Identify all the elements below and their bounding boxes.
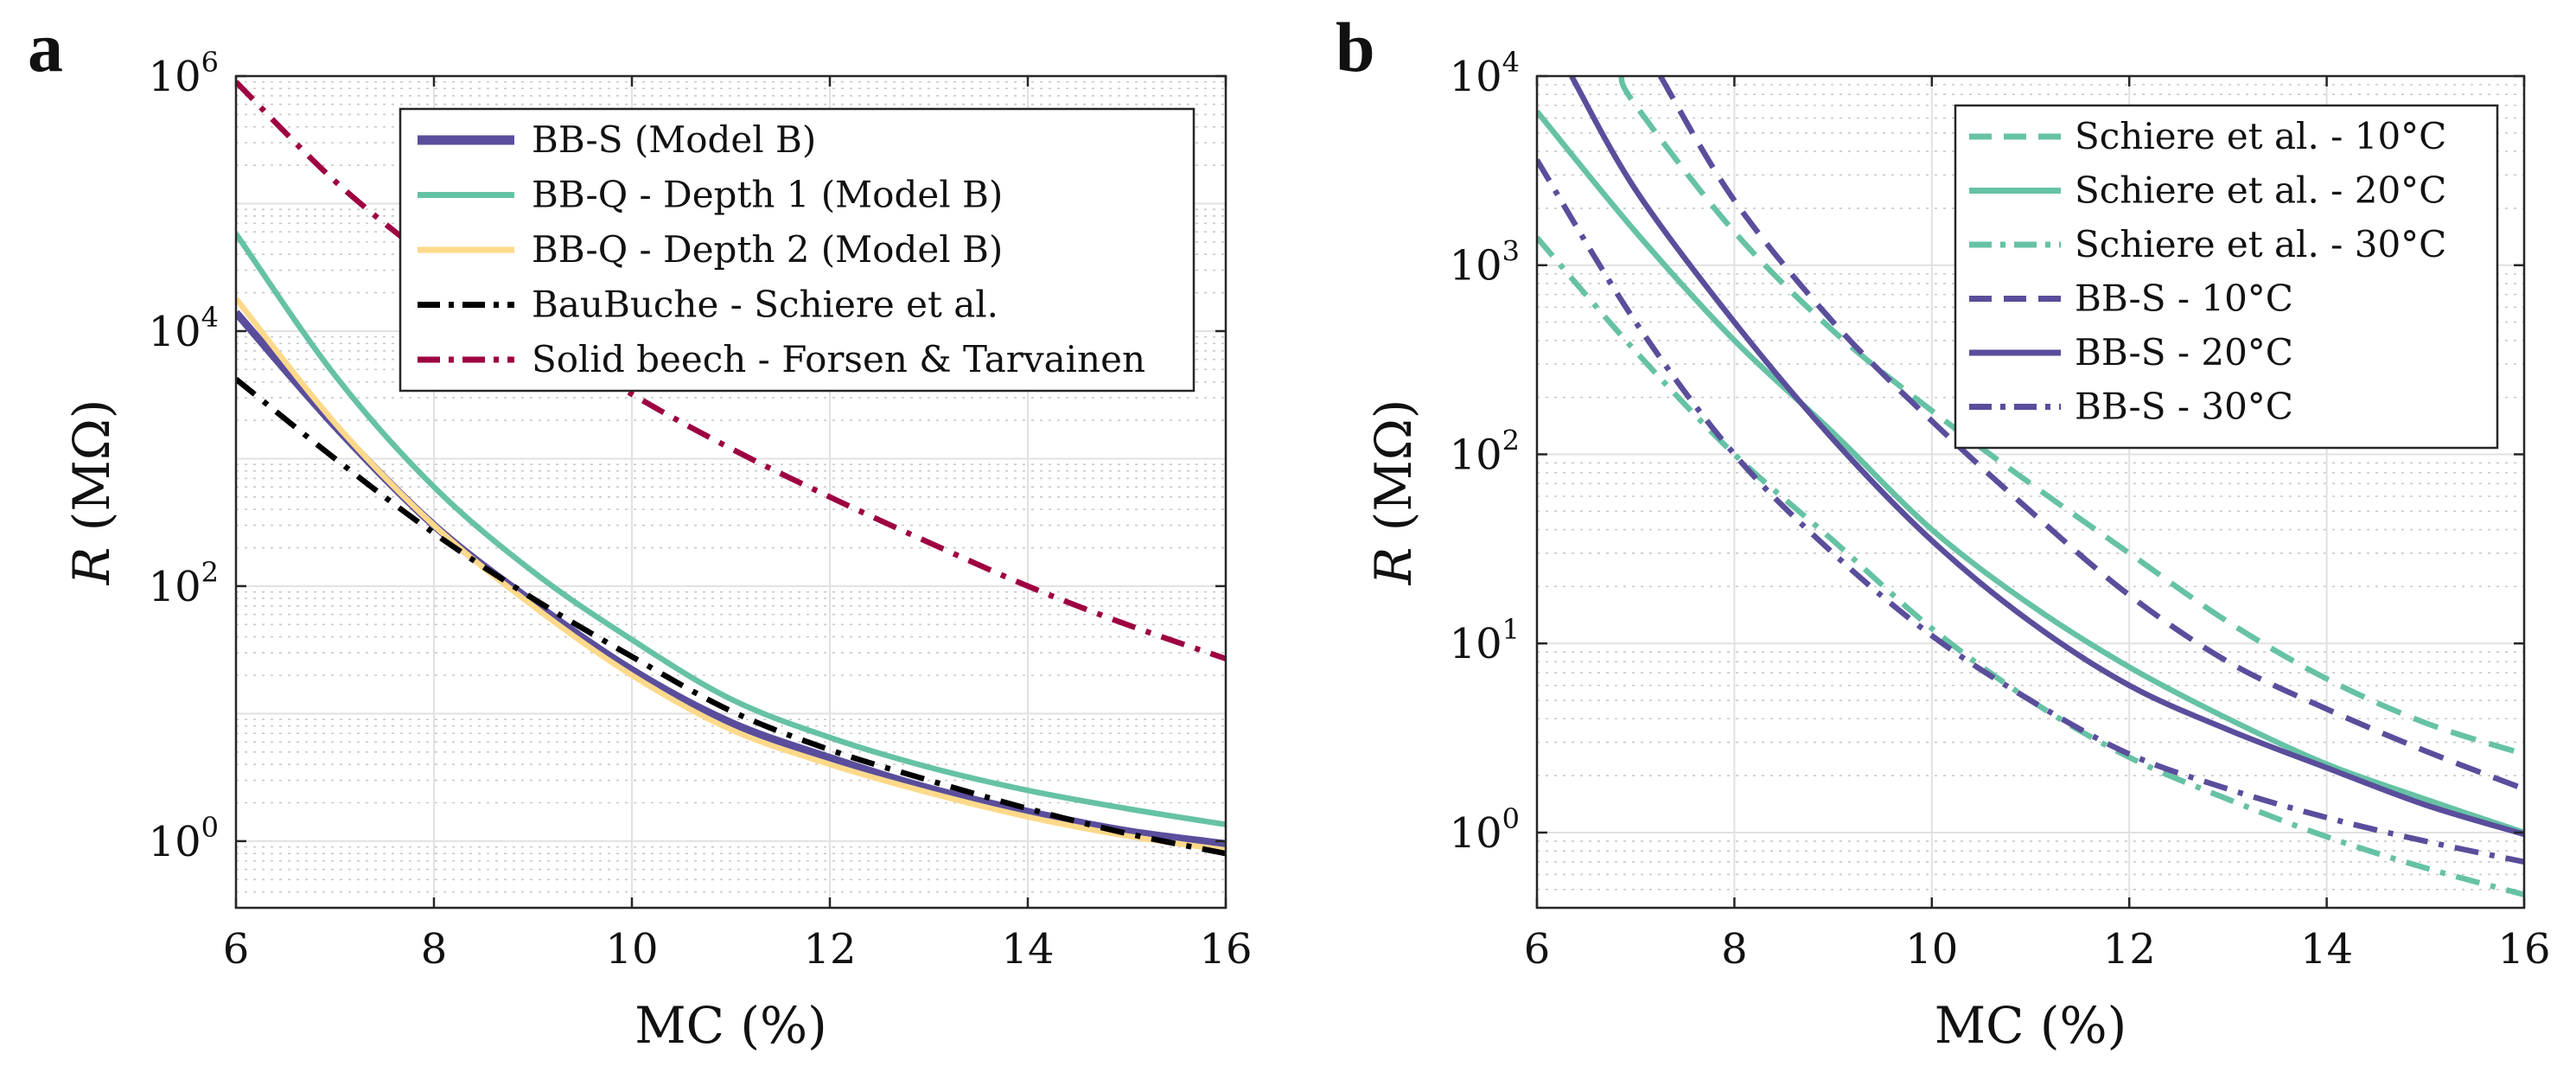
panel-b-y-axis-label: R (MΩ) [1364, 399, 1423, 586]
panel-a-series [236, 80, 1226, 857]
panel-a-series-line [236, 80, 1226, 661]
panel-b-x-tick-label: 10 [1905, 925, 1958, 974]
panel-b-letter: b [1336, 8, 1375, 86]
panel-a-x-tick-label: 8 [421, 925, 448, 974]
panel-a-x-axis-label: MC (%) [634, 996, 827, 1055]
panel-b-x-tick-label: 12 [2103, 925, 2156, 974]
panel-b-legend-label: Schiere et al. - 10°C [2075, 115, 2446, 157]
panel-a-legend-label: BauBuche - Schiere et al. [532, 284, 998, 326]
panel-b-x-tick-label: 8 [1721, 925, 1748, 974]
panel-b-axes-box [1535, 74, 2526, 910]
panel-a-series-line [236, 232, 1226, 827]
panel-a-y-axis-label: R (MΩ) [62, 399, 121, 586]
panel-a-x-tick-label: 6 [223, 925, 250, 974]
panel-a-legend-label: Solid beech - Forsen & Tarvainen [532, 338, 1145, 380]
panel-a-axes-box [234, 74, 1227, 910]
panel-b-series-line [1537, 235, 2524, 897]
panel-a-series-line [236, 297, 1226, 853]
panel-b-y-tick-label: 104 [1450, 46, 1520, 101]
panel-a-series-line [236, 376, 1226, 857]
panel-b-series-line [1657, 76, 2524, 792]
panel-a-x-tick-label: 14 [1001, 925, 1054, 974]
panel-b-x-tick-label: 14 [2300, 925, 2353, 974]
panel-b-x-tick-label: 16 [2497, 925, 2550, 974]
panel-b-legend-label: Schiere et al. - 30°C [2075, 223, 2446, 265]
panel-a-legend: BB-S (Model B) BB-Q - Depth 1 (Model B) BB… [399, 107, 1196, 393]
panel-a-x-tick-label: 10 [605, 925, 658, 974]
panel-a-x-tick-label: 12 [803, 925, 856, 974]
panel-a-legend-label: BB-S (Model B) [532, 118, 816, 161]
panel-a-legend-box [399, 107, 1196, 393]
panel-b-x-axis-label: MC (%) [1935, 996, 2127, 1055]
panel-a-legend-label: BB-Q - Depth 1 (Model B) [532, 174, 1003, 216]
panel-b-series-line [1569, 76, 2524, 837]
panel-b-legend-label: BB-S - 10°C [2075, 278, 2293, 320]
panel-b-legend-label: Schiere et al. - 20°C [2075, 169, 2446, 212]
panel-a-y-tick-label: 106 [149, 46, 219, 101]
panel-a: a 6 8 10 12 14 16 100 102 104 106 MC (%) R (MΩ) BB-S… [28, 8, 1253, 1055]
panel-a-y-tick-label: 104 [149, 301, 219, 356]
panel-b-y-tick-label: 102 [1450, 424, 1520, 479]
panel-b-legend: Schiere et al. - 10°C Schiere et al. - 20… [1954, 104, 2499, 450]
panel-b-x-tick-label: 6 [1524, 925, 1551, 974]
panel-b-legend-label: BB-S - 30°C [2075, 386, 2293, 428]
panel-b-series-line [1537, 158, 2524, 865]
panel-a-ticks: 6 8 10 12 14 16 100 102 104 106 [149, 46, 1253, 974]
panel-b-series [1537, 76, 2524, 897]
panel-b-series-line [1537, 109, 2524, 836]
panel-b: b 6 8 10 12 14 16 100 101 102 103 104 MC (%) R (MΩ) S… [1336, 8, 2551, 1055]
panel-b-legend-box [1954, 104, 2499, 450]
panel-b-y-tick-label: 103 [1450, 235, 1520, 290]
panel-b-series-line [1618, 76, 2524, 757]
panel-a-letter: a [28, 8, 63, 86]
panel-a-legend-label: BB-Q - Depth 2 (Model B) [532, 228, 1003, 271]
panel-b-y-tick-label: 100 [1450, 802, 1520, 858]
panel-a-x-tick-label: 16 [1199, 925, 1252, 974]
panel-b-legend-label: BB-S - 20°C [2075, 331, 2293, 374]
panel-b-y-tick-label: 101 [1450, 613, 1520, 668]
panel-b-ticks: 6 8 10 12 14 16 100 101 102 103 104 [1450, 46, 2551, 974]
panel-a-y-tick-label: 102 [149, 556, 219, 611]
panel-a-y-tick-label: 100 [149, 811, 219, 866]
